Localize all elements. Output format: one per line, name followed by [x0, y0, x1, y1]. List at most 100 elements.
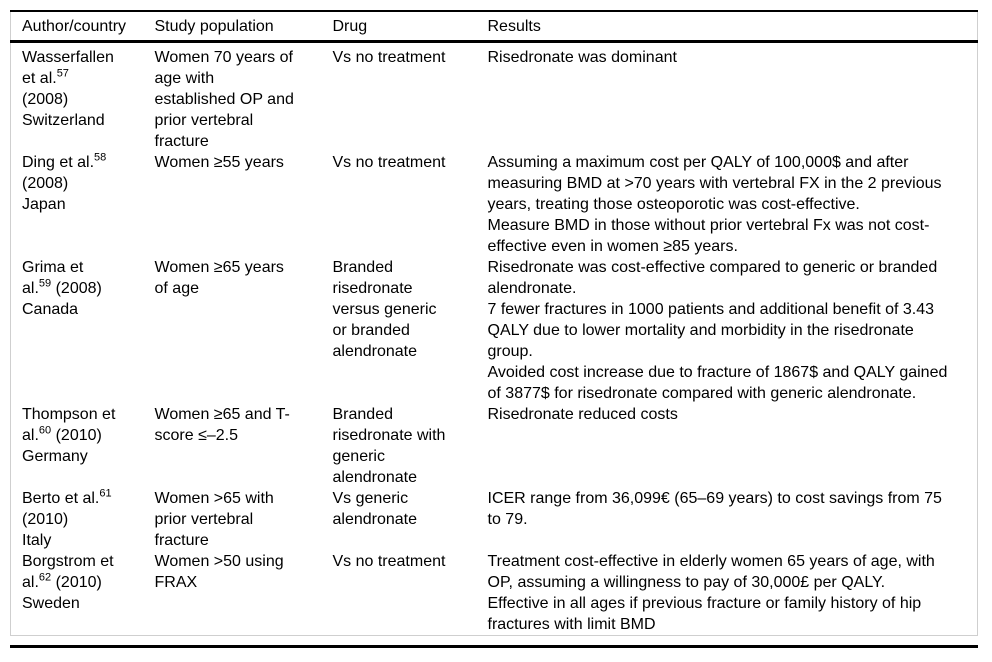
table-row: Borgstrom et al.62 (2010) Sweden Women >50 …: [11, 551, 978, 636]
comparative-studies-table: Author/country Study population Drug Res…: [10, 10, 978, 648]
cell-line: FRAX: [154, 574, 198, 591]
author-country-cell: Grima et al.59 (2008) Canada: [11, 257, 155, 404]
study-population-cell: Women >50 using FRAX: [155, 551, 333, 636]
table-rows: Wasserfallen et al.57 (2008) Switzerland Wom…: [11, 42, 978, 636]
header-drug: Drug: [332, 11, 488, 43]
study-population-cell: Women ≥65 years of age: [155, 257, 333, 404]
cell-line: al.60 (2010): [22, 424, 102, 444]
cell-line: established OP and: [154, 91, 294, 108]
cell-line: Canada: [22, 301, 79, 318]
cell-line: Germany: [22, 448, 88, 465]
cell-line: prior vertebral: [154, 112, 254, 129]
cell-line: risedronate: [332, 280, 413, 297]
table-bottom-rule: [10, 645, 978, 648]
studies-table: Author/country Study population Drug Res…: [10, 10, 978, 636]
result-paragraph: Risedronate was cost-effective compared …: [487, 259, 938, 297]
cell-line: alendronate: [332, 469, 418, 486]
cell-line: Thompson et: [22, 406, 116, 423]
author-country-cell: Wasserfallen et al.57 (2008) Switzerland: [11, 42, 155, 153]
cell-line: Berto et al.61: [22, 487, 112, 507]
results-cell: Risedronate was dominant: [488, 42, 978, 153]
citation-ref: 59: [38, 277, 52, 290]
study-population-cell: Women 70 years of age with established OP …: [155, 42, 333, 153]
header-row: Author/country Study population Drug Res…: [10, 11, 978, 43]
cell-line: fracture: [154, 133, 209, 150]
cell-line: Vs no treatment: [332, 553, 446, 570]
author-country-cell: Berto et al.61 (2010) Italy: [11, 488, 155, 551]
cell-line: al.59 (2008): [22, 277, 102, 297]
drug-cell: Branded risedronate with generic alendronat…: [333, 404, 488, 488]
cell-line: Ding et al.58: [22, 151, 107, 171]
result-paragraph: Risedronate reduced costs: [487, 406, 678, 423]
citation-ref: 62: [38, 571, 52, 584]
results-cell: ICER range from 36,099€ (65–69 years) to…: [488, 488, 978, 551]
cell-line: (2008): [22, 91, 69, 108]
header-results: Results: [487, 11, 978, 43]
result-paragraph: ICER range from 36,099€ (65–69 years) to…: [487, 490, 942, 528]
table-header: Author/country Study population Drug Res…: [10, 11, 978, 43]
cell-line: alendronate: [332, 511, 418, 528]
result-paragraph: Risedronate was dominant: [487, 49, 677, 66]
study-population-cell: Women >65 with prior vertebral fracture: [155, 488, 333, 551]
cell-line: age with: [154, 70, 215, 87]
cell-line: Switzerland: [22, 112, 105, 129]
header-study-population: Study population: [154, 11, 333, 43]
result-paragraph: Assuming a maximum cost per QALY of 100,…: [487, 154, 942, 213]
author-country-cell: Thompson et al.60 (2010) Germany: [11, 404, 155, 488]
cell-line: Sweden: [22, 595, 80, 612]
citation-ref: 60: [38, 424, 52, 437]
table-row: Ding et al.58 (2008) Japan Women ≥55 years V…: [11, 152, 978, 257]
cell-line: Vs no treatment: [332, 154, 446, 171]
cell-line: Borgstrom et: [22, 553, 114, 570]
citation-ref: 57: [56, 67, 69, 80]
cell-line: (2010): [22, 511, 69, 528]
drug-cell: Vs no treatment: [333, 152, 488, 257]
table-row: Wasserfallen et al.57 (2008) Switzerland Wom…: [11, 42, 978, 153]
cell-line: et al.57: [22, 67, 69, 87]
cell-line: (2008): [22, 175, 69, 192]
results-cell: Risedronate was cost-effective compared …: [488, 257, 978, 404]
result-paragraph: Avoided cost increase due to fracture of…: [487, 364, 948, 402]
cell-line: Branded: [332, 259, 394, 276]
cell-line: or branded: [332, 322, 410, 339]
cell-line: Women >65 with: [154, 490, 274, 507]
table-row: Thompson et al.60 (2010) Germany Women ≥65 …: [11, 404, 978, 488]
cell-line: alendronate: [332, 343, 418, 360]
cell-line: Women >50 using: [154, 553, 284, 570]
drug-cell: Branded risedronate versus generic or brand…: [333, 257, 488, 404]
result-paragraph: Measure BMD in those without prior verte…: [487, 217, 930, 255]
study-population-cell: Women ≥55 years: [155, 152, 333, 257]
author-country-cell: Borgstrom et al.62 (2010) Sweden: [11, 551, 155, 636]
study-population-cell: Women ≥65 and T-score ≤–2.5: [155, 404, 333, 488]
cell-line: Wasserfallen: [22, 49, 114, 66]
cell-line: Women ≥55 years: [154, 154, 284, 171]
cell-line: Japan: [22, 196, 66, 213]
cell-line: prior vertebral: [154, 511, 254, 528]
cell-line: risedronate with: [332, 427, 446, 444]
citation-ref: 61: [99, 487, 112, 500]
results-cell: Assuming a maximum cost per QALY of 100,…: [488, 152, 978, 257]
cell-line: al.62 (2010): [22, 571, 102, 591]
result-paragraph: Treatment cost-effective in elderly wome…: [487, 553, 935, 591]
cell-line: Grima et: [22, 259, 84, 276]
cell-line: Vs no treatment: [332, 49, 446, 66]
table-row: Berto et al.61 (2010) Italy Women >65 with p…: [11, 488, 978, 551]
author-country-cell: Ding et al.58 (2008) Japan: [11, 152, 155, 257]
cell-line: Women ≥65 and T-: [154, 406, 290, 423]
cell-line: generic: [332, 448, 385, 465]
cell-line: Women ≥65 years: [154, 259, 284, 276]
drug-cell: Vs generic alendronate: [333, 488, 488, 551]
table-row: Grima et al.59 (2008) Canada Women ≥65 year…: [11, 257, 978, 404]
cell-line: Branded: [332, 406, 394, 423]
header-author-country: Author/country: [10, 11, 155, 43]
drug-cell: Vs no treatment: [333, 42, 488, 153]
citation-ref: 58: [94, 151, 107, 164]
result-paragraph: Effective in all ages if previous fractu…: [487, 595, 922, 633]
results-cell: Treatment cost-effective in elderly wome…: [488, 551, 978, 636]
cell-line: versus generic: [332, 301, 437, 318]
cell-line: Italy: [22, 532, 52, 549]
cell-line: Women 70 years of: [154, 49, 293, 66]
cell-line: fracture: [154, 532, 209, 549]
drug-cell: Vs no treatment: [333, 551, 488, 636]
results-cell: Risedronate reduced costs: [488, 404, 978, 488]
